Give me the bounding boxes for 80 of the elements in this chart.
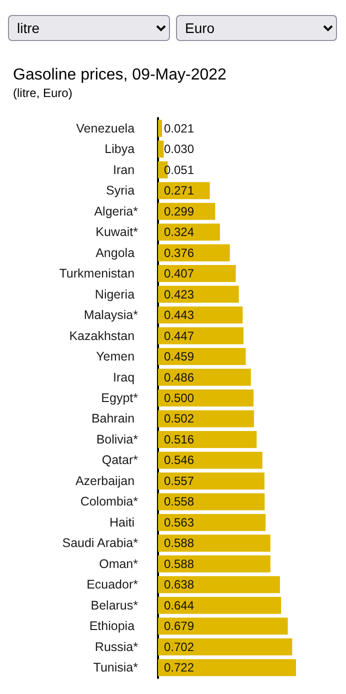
- bar: [158, 368, 251, 386]
- y-tick-label: Yemen: [96, 350, 138, 364]
- data-label: 0.702: [164, 640, 194, 654]
- data-label: 0.447: [164, 328, 194, 343]
- y-tick-label: Belarus*: [90, 598, 138, 612]
- y-tick-label: Qatar*: [102, 453, 138, 468]
- y-tick-label: Angola: [96, 246, 138, 260]
- bar: [158, 327, 244, 344]
- dropdown[interactable]: Euro: [176, 15, 337, 41]
- bar: [158, 120, 162, 137]
- y-tick-label: Venezuela: [76, 121, 138, 136]
- y-tick-label: Turkmenistan: [59, 266, 138, 281]
- data-label: 0.644: [164, 598, 194, 612]
- bar: [158, 534, 270, 552]
- data-label: 0.271: [164, 184, 194, 198]
- data-label: 0.459: [164, 350, 194, 364]
- dropdown[interactable]: litre: [8, 15, 170, 41]
- chart-title: Gasoline prices, 09-May-2022: [13, 66, 227, 84]
- data-label: 0.722: [164, 660, 194, 675]
- data-label: 0.679: [164, 619, 194, 634]
- y-tick-label: Bahrain: [91, 412, 138, 426]
- data-label: 0.324: [164, 225, 194, 240]
- y-tick-label: Ecuador*: [86, 578, 138, 592]
- y-tick-label: Syria: [106, 184, 138, 198]
- y-tick-label: Haiti: [110, 515, 138, 530]
- y-tick-label: Saudi Arabia*: [62, 536, 138, 550]
- y-tick-label: Libya: [104, 142, 138, 156]
- bar: [158, 140, 164, 158]
- y-tick-label: Tunisia*: [93, 660, 138, 675]
- y-tick-label: Egypt*: [101, 391, 138, 405]
- data-label: 0.546: [164, 453, 194, 468]
- y-tick-label: Kazakhstan: [69, 328, 138, 343]
- y-tick-label: Malaysia*: [84, 308, 138, 322]
- data-label: 0.502: [164, 412, 194, 426]
- bar: [158, 472, 264, 490]
- data-label: 0.423: [164, 287, 194, 302]
- data-label: 0.486: [164, 370, 194, 384]
- data-label: 0.376: [164, 246, 194, 260]
- bar: [158, 493, 265, 510]
- y-tick-label: Iran: [112, 162, 138, 177]
- y-tick-label: Kuwait*: [96, 225, 138, 240]
- bar: [158, 452, 262, 469]
- bar: [158, 286, 239, 303]
- data-label: 0.443: [164, 308, 194, 322]
- y-tick-label: Oman*: [99, 556, 138, 571]
- data-label: 0.563: [164, 515, 194, 530]
- y-tick-label: Colombia*: [80, 494, 138, 509]
- data-label: 0.588: [164, 536, 194, 550]
- data-label: 0.557: [164, 474, 194, 488]
- y-tick-label: Iraq: [112, 370, 138, 384]
- y-tick-label: Azerbaijan: [75, 474, 138, 488]
- bar: [158, 244, 230, 262]
- bar: [158, 410, 254, 428]
- bar: [158, 306, 243, 324]
- y-tick-label: Russia*: [94, 640, 138, 654]
- bar: [158, 638, 292, 656]
- bar: [158, 618, 288, 635]
- bar: [158, 596, 282, 614]
- data-label: 0.558: [164, 494, 194, 509]
- bar: [158, 265, 236, 282]
- bar: [158, 514, 266, 531]
- data-label: 0.407: [164, 266, 194, 281]
- bar: [158, 555, 270, 572]
- data-label: 0.638: [164, 578, 194, 592]
- bar: [158, 389, 254, 407]
- y-tick-label: Algeria*: [94, 204, 138, 218]
- y-tick-label: Ethiopia: [89, 619, 138, 634]
- data-label: 0.500: [164, 391, 194, 405]
- y-tick-label: Nigeria: [94, 287, 138, 302]
- bar: [158, 576, 280, 594]
- data-label: 0.588: [164, 556, 194, 571]
- bar: [158, 348, 246, 366]
- data-label: 0.299: [164, 204, 194, 218]
- data-label: 0.021: [164, 121, 194, 136]
- bar: [158, 430, 257, 448]
- data-label: 0.030: [164, 142, 194, 156]
- data-label: 0.516: [164, 432, 194, 446]
- y-tick-label: Bolivia*: [96, 432, 138, 446]
- bar: [158, 659, 296, 676]
- text: (litre, Euro): [13, 86, 72, 100]
